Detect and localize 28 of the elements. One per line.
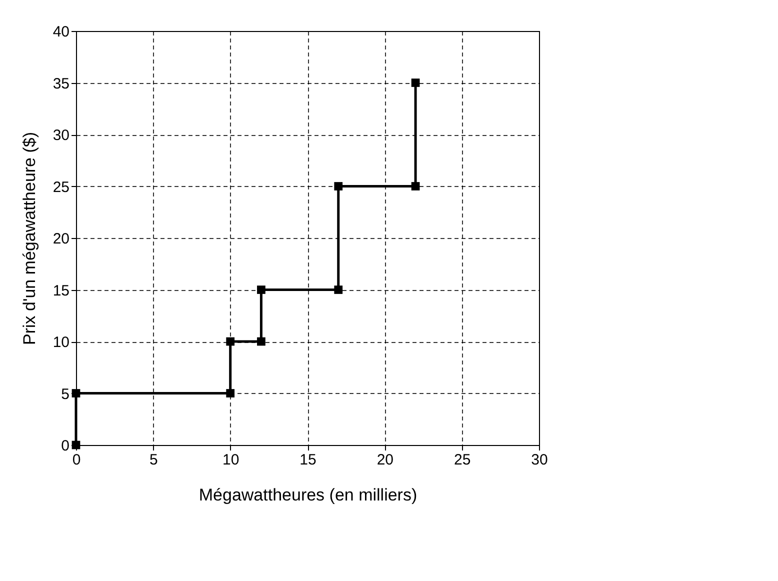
x-tick-label: 15: [300, 452, 316, 468]
y-axis-title: Prix d'un mégawattheure ($): [20, 132, 39, 346]
point: [72, 440, 80, 450]
y-tick-label: 0: [61, 438, 70, 454]
point: [72, 389, 80, 398]
y-tick-label: 30: [52, 127, 70, 144]
y-tick-label: 15: [52, 282, 70, 300]
x-tick-label: 30: [531, 452, 548, 468]
x-tick-label: 5: [149, 452, 158, 468]
y-tick-label: 10: [52, 334, 70, 351]
y-tick-label: 35: [52, 75, 70, 92]
x-tick-label: 10: [222, 452, 240, 468]
point: [411, 182, 420, 190]
point: [334, 182, 343, 190]
point: [226, 389, 235, 398]
point: [257, 286, 266, 294]
x-tick-label: 25: [454, 452, 471, 468]
y-tick-label: 40: [52, 24, 70, 40]
y-tick-label: 20: [52, 230, 70, 248]
point: [257, 337, 266, 346]
point: [411, 78, 420, 87]
x-axis-title: Mégawattheures (en milliers): [198, 486, 418, 504]
y-tick-label: 25: [52, 178, 70, 196]
x-tick-label: 20: [376, 452, 394, 468]
point: [226, 337, 235, 346]
y-tick-label: 5: [61, 386, 70, 403]
x-tick-label: 0: [72, 452, 81, 468]
point: [334, 286, 343, 294]
